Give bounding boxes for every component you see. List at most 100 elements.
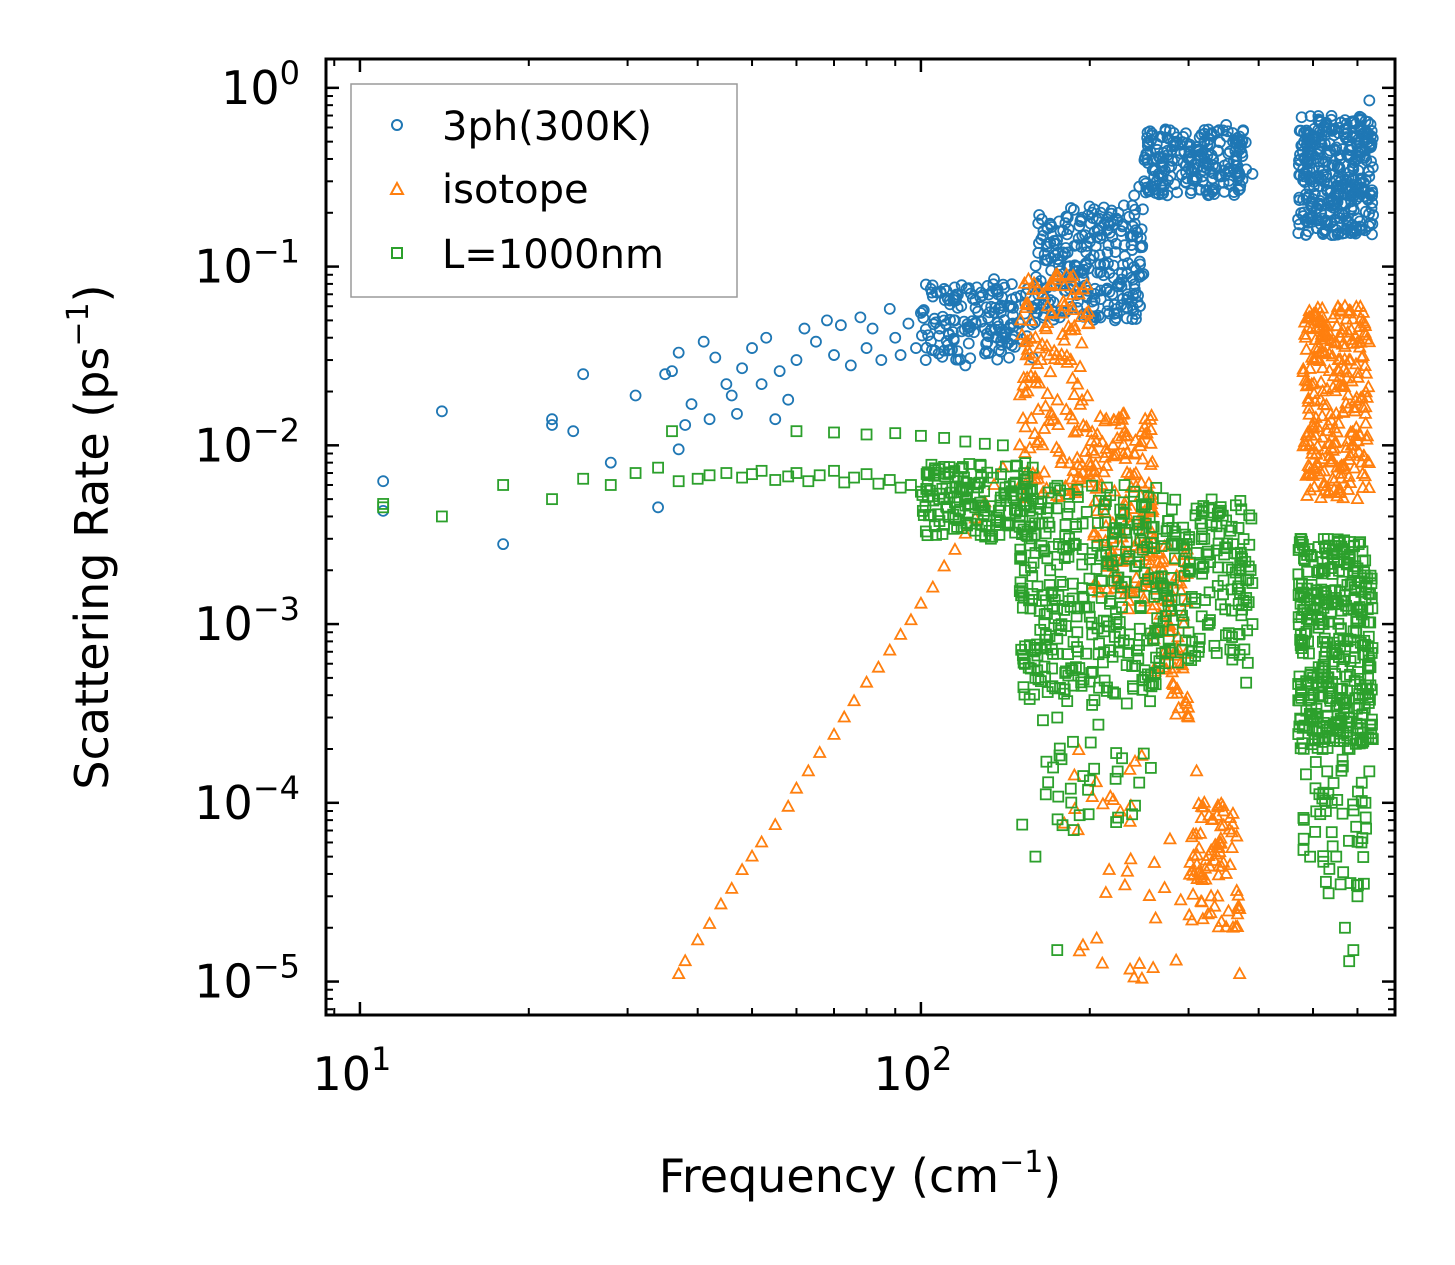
point-3ph-300k <box>1184 187 1197 200</box>
point-l-1000nm <box>1347 625 1360 638</box>
point-3ph-300k <box>1304 171 1317 184</box>
point-l-1000nm <box>1092 718 1105 731</box>
point-3ph-300k <box>916 329 928 342</box>
point-3ph-300k <box>1295 111 1308 124</box>
point-l-1000nm <box>1350 820 1363 833</box>
point-3ph-300k <box>1084 217 1097 230</box>
point-l-1000nm <box>1076 517 1089 530</box>
point-isotope <box>1039 338 1054 352</box>
point-isotope <box>1147 597 1162 611</box>
point-3ph-300k <box>986 285 999 297</box>
point-l-1000nm <box>972 481 984 494</box>
y-tick-label: 10−1 <box>194 233 300 294</box>
point-l-1000nm <box>1333 692 1346 704</box>
point-3ph-300k <box>985 323 998 336</box>
point-l-1000nm <box>1129 799 1141 812</box>
point-l-1000nm <box>1211 580 1224 592</box>
point-3ph-300k <box>1217 176 1230 189</box>
point-3ph-300k <box>1128 209 1141 221</box>
point-3ph-300k <box>994 306 1007 319</box>
point-3ph-300k <box>1070 239 1083 252</box>
point-l-1000nm <box>1071 626 1084 639</box>
point-3ph-300k <box>1094 284 1107 297</box>
point-l-1000nm <box>1113 616 1126 628</box>
point-3ph-300k <box>1365 202 1378 215</box>
point-3ph-300k <box>629 389 642 402</box>
point-l-1000nm <box>1310 805 1323 818</box>
point-l-1000nm <box>1182 626 1195 639</box>
point-l-1000nm <box>1344 668 1356 681</box>
point-l-1000nm <box>883 474 896 486</box>
point-3ph-300k <box>1118 250 1131 263</box>
point-isotope <box>1147 855 1162 868</box>
point-l-1000nm <box>1174 604 1187 616</box>
point-l-1000nm <box>1025 561 1037 574</box>
point-l-1000nm <box>1322 788 1335 800</box>
point-l-1000nm <box>1013 520 1026 533</box>
point-isotope <box>1224 824 1240 838</box>
point-l-1000nm <box>1071 483 1084 496</box>
point-3ph-300k <box>1110 212 1123 225</box>
point-l-1000nm <box>1088 694 1101 707</box>
point-isotope <box>1333 329 1348 343</box>
point-l-1000nm <box>919 501 932 513</box>
point-3ph-300k <box>1162 174 1174 187</box>
point-l-1000nm <box>1151 612 1164 625</box>
point-isotope <box>1339 364 1354 378</box>
point-l-1000nm <box>1316 675 1328 688</box>
point-isotope <box>1091 584 1106 598</box>
point-3ph-300k <box>1301 134 1313 147</box>
point-3ph-300k <box>1341 181 1354 194</box>
point-isotope <box>1022 345 1037 359</box>
point-3ph-300k <box>1137 203 1149 216</box>
point-isotope <box>1068 282 1083 295</box>
point-l-1000nm <box>1116 752 1128 765</box>
point-3ph-300k <box>1349 180 1362 193</box>
point-l-1000nm <box>1336 753 1349 766</box>
point-l-1000nm <box>1104 595 1117 608</box>
point-3ph-300k <box>941 292 954 305</box>
point-l-1000nm <box>1017 652 1030 665</box>
point-l-1000nm <box>872 477 885 490</box>
point-l-1000nm <box>1328 644 1341 657</box>
point-isotope <box>1080 388 1095 402</box>
point-l-1000nm <box>1159 610 1172 622</box>
point-3ph-300k <box>1121 268 1134 280</box>
point-3ph-300k <box>875 354 888 366</box>
point-3ph-300k <box>1126 313 1139 325</box>
point-l-1000nm <box>1343 743 1356 755</box>
point-l-1000nm <box>985 532 997 545</box>
point-l-1000nm <box>995 468 1007 481</box>
point-isotope <box>1349 299 1364 312</box>
point-l-1000nm <box>1148 542 1161 555</box>
point-isotope <box>1306 352 1321 365</box>
point-isotope <box>1087 524 1102 538</box>
point-3ph-300k <box>1292 227 1305 239</box>
point-isotope <box>1304 466 1319 480</box>
point-l-1000nm <box>1334 712 1347 725</box>
point-l-1000nm <box>1198 532 1211 545</box>
point-isotope <box>1322 484 1337 497</box>
point-l-1000nm <box>1118 479 1131 491</box>
point-isotope <box>1034 352 1049 365</box>
point-isotope <box>1350 491 1365 505</box>
point-l-1000nm <box>1007 491 1020 504</box>
point-3ph-300k <box>995 339 1008 351</box>
point-l-1000nm <box>1100 685 1113 697</box>
point-3ph-300k <box>1361 131 1374 144</box>
point-l-1000nm <box>1357 735 1370 748</box>
point-l-1000nm <box>957 485 970 498</box>
point-l-1000nm <box>1334 878 1347 891</box>
point-l-1000nm <box>1058 552 1071 564</box>
point-l-1000nm <box>1162 634 1175 647</box>
point-isotope <box>1086 527 1101 541</box>
point-3ph-300k <box>929 316 942 329</box>
point-l-1000nm <box>1337 595 1350 608</box>
point-isotope <box>1134 434 1149 448</box>
point-isotope <box>1337 298 1352 312</box>
point-3ph-300k <box>1103 285 1116 298</box>
point-l-1000nm <box>1144 761 1157 774</box>
point-3ph-300k <box>546 413 558 426</box>
point-l-1000nm <box>1336 575 1349 588</box>
point-isotope <box>903 612 918 626</box>
